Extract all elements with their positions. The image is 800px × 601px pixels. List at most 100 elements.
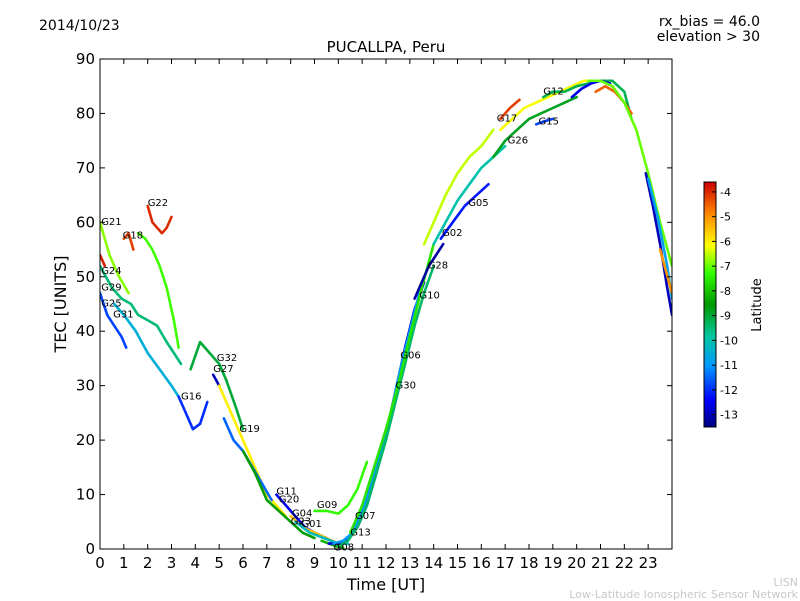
series-g09-line bbox=[313, 460, 369, 515]
series-g11-line bbox=[241, 449, 316, 540]
x-tick-label: 16 bbox=[472, 554, 491, 572]
series-g16-line bbox=[177, 395, 209, 431]
satellite-label-g12: G12 bbox=[543, 86, 563, 97]
colorbar-ticks: -4 -5 -6 -7 -8 -9 -10 -11 -12 -13 bbox=[712, 186, 738, 422]
x-axis-label: Time [UT] bbox=[346, 575, 425, 594]
x-tick-label: 2 bbox=[143, 554, 153, 572]
satellite-label-g32: G32 bbox=[217, 353, 237, 364]
satellite-label-g21: G21 bbox=[101, 217, 121, 228]
series-g15-line bbox=[534, 117, 555, 126]
x-tick-label: 8 bbox=[286, 554, 296, 572]
satellite-label-g16: G16 bbox=[181, 391, 201, 402]
satellite-label-g26: G26 bbox=[508, 135, 528, 146]
satellite-label-g04: G04 bbox=[292, 508, 312, 519]
colorbar-tick-label: -5 bbox=[720, 211, 731, 224]
series-g18-line bbox=[122, 231, 135, 251]
bias-label: rx_bias = 46.0 bbox=[658, 14, 760, 30]
y-tick-label: 70 bbox=[76, 159, 95, 177]
x-tick-label: 10 bbox=[329, 554, 348, 572]
footer-network: Low-Latitude Ionospheric Sensor Network bbox=[569, 588, 798, 601]
colorbar bbox=[703, 181, 717, 428]
colorbar-tick-label: -11 bbox=[720, 359, 738, 372]
y-tick-label: 20 bbox=[76, 431, 95, 449]
series-g18b-line bbox=[136, 231, 180, 349]
satellite-label-g18: G18 bbox=[123, 231, 143, 242]
y-tick-label: 40 bbox=[76, 322, 95, 340]
satellite-label-g06: G06 bbox=[400, 350, 420, 361]
satellite-label-g29: G29 bbox=[101, 282, 121, 293]
plot-area bbox=[100, 59, 672, 549]
satellite-label-g23: G23 bbox=[291, 517, 311, 528]
satellite-label-g27: G27 bbox=[213, 364, 233, 375]
x-tick-label: 12 bbox=[376, 554, 395, 572]
series-g02-line bbox=[422, 128, 495, 246]
x-tick-label: 1 bbox=[119, 554, 129, 572]
satellite-label-g19: G19 bbox=[239, 424, 259, 435]
satellite-label-g31: G31 bbox=[113, 310, 133, 321]
x-tick-label: 13 bbox=[400, 554, 419, 572]
y-tick-label: 30 bbox=[76, 377, 95, 395]
satellite-label-g11: G11 bbox=[276, 487, 296, 498]
series-g24-line bbox=[100, 253, 107, 268]
y-tick-label: 90 bbox=[76, 50, 95, 68]
series-g21-line bbox=[100, 221, 130, 295]
x-tick-label: 23 bbox=[639, 554, 658, 572]
satellite-label-g10: G10 bbox=[419, 291, 439, 302]
elevation-label: elevation > 30 bbox=[656, 29, 760, 45]
colorbar-tick-label: -7 bbox=[720, 260, 731, 273]
x-tick-label: 21 bbox=[591, 554, 610, 572]
colorbar-tick-label: -13 bbox=[720, 409, 738, 422]
x-tick-label: 19 bbox=[543, 554, 562, 572]
series-g23y-line bbox=[644, 172, 672, 317]
x-tick-label: 11 bbox=[353, 554, 372, 572]
satellite-label-g17: G17 bbox=[497, 114, 517, 125]
colorbar-tick-label: -8 bbox=[720, 285, 731, 298]
series-g10-line bbox=[413, 242, 445, 300]
x-tick-label: 7 bbox=[262, 554, 272, 572]
series-g17b-line bbox=[499, 79, 598, 132]
x-axis: 0 1 2 3 4 5 6 7 8 9 10 11 12 13 14 15 16 17 18 19 20 21 22 23 bbox=[95, 59, 658, 572]
footer-lisn: LISN bbox=[773, 576, 798, 589]
x-tick-label: 9 bbox=[310, 554, 320, 572]
x-tick-label: 17 bbox=[496, 554, 515, 572]
series-g22-line bbox=[146, 204, 173, 235]
x-tick-label: 14 bbox=[424, 554, 443, 572]
series-g05-line bbox=[439, 182, 490, 240]
satellite-label-g08: G08 bbox=[334, 543, 354, 554]
y-tick-label: 50 bbox=[76, 268, 95, 286]
series-g23w-line bbox=[658, 248, 672, 295]
series-g17-line bbox=[499, 98, 521, 121]
series-g07-line bbox=[332, 291, 421, 545]
x-tick-label: 5 bbox=[214, 554, 224, 572]
x-tick-label: 3 bbox=[167, 554, 177, 572]
satellite-label-g22: G22 bbox=[148, 198, 168, 209]
y-axis: 0 10 20 30 40 50 60 70 80 90 bbox=[76, 50, 672, 558]
series-g29-line bbox=[100, 264, 183, 366]
x-tick-label: 18 bbox=[519, 554, 538, 572]
series-g26-line bbox=[491, 95, 579, 159]
x-tick-label: 22 bbox=[615, 554, 634, 572]
satellite-label-g25: G25 bbox=[101, 299, 121, 310]
x-tick-label: 6 bbox=[238, 554, 248, 572]
colorbar-tick-label: -4 bbox=[720, 186, 731, 199]
x-tick-label: 0 bbox=[95, 554, 105, 572]
satellite-label-g20: G20 bbox=[279, 495, 299, 506]
colorbar-tick-label: -6 bbox=[720, 235, 731, 248]
colorbar-label: Latitude bbox=[750, 278, 765, 332]
series-g19-line bbox=[217, 384, 288, 518]
satellite-label-g24: G24 bbox=[101, 266, 121, 277]
series-layer bbox=[100, 79, 672, 549]
chart-title: PUCALLPA, Peru bbox=[327, 38, 446, 56]
y-tick-label: 60 bbox=[76, 213, 95, 231]
y-tick-label: 10 bbox=[76, 486, 95, 504]
series-g06-line bbox=[348, 242, 436, 535]
colorbar-tick-label: -12 bbox=[720, 384, 738, 397]
satellite-label-g09: G09 bbox=[317, 500, 337, 511]
satellite-label-g15: G15 bbox=[539, 116, 559, 127]
y-tick-label: 80 bbox=[76, 104, 95, 122]
satellite-label-g28: G28 bbox=[428, 261, 448, 272]
y-tick-label: 0 bbox=[85, 540, 95, 558]
satellite-label-g01: G01 bbox=[301, 519, 321, 530]
